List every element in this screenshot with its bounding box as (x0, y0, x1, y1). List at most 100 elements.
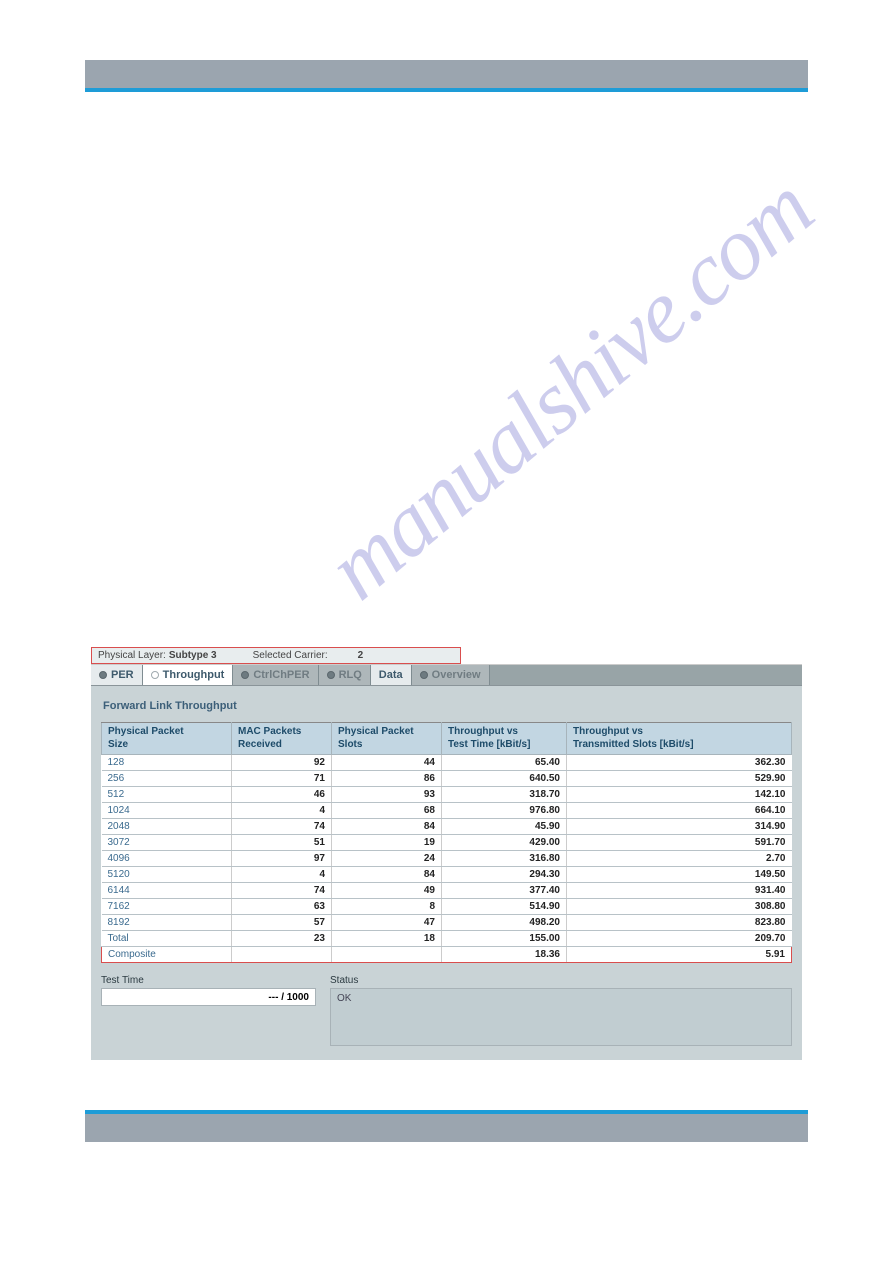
cell-slots: 18 (332, 931, 442, 947)
cell-mac: 4 (232, 803, 332, 819)
radio-icon (420, 671, 428, 679)
cell-slots: 24 (332, 851, 442, 867)
cell-t2: 149.50 (567, 867, 792, 883)
cell-slots: 84 (332, 819, 442, 835)
table-row: 5120484294.30149.50 (102, 867, 792, 883)
cell-t1: 45.90 (442, 819, 567, 835)
table-row: Total2318155.00209.70 (102, 931, 792, 947)
table-row: 5124693318.70142.10 (102, 787, 792, 803)
col-header-slots: Physical PacketSlots (332, 723, 442, 755)
cell-slots: 49 (332, 883, 442, 899)
cell-size: 7162 (102, 899, 232, 915)
radio-icon (99, 671, 107, 679)
cell-size: 2048 (102, 819, 232, 835)
table-row: 1024468976.80664.10 (102, 803, 792, 819)
tab-strip: PER Throughput CtrlChPER RLQ Data Overvi… (91, 664, 802, 686)
status-label: Status (330, 975, 792, 986)
throughput-panel: manualshive.com Physical Layer: Subtype … (91, 647, 802, 1060)
tab-label: Throughput (163, 669, 225, 681)
page-header-gray-bar (85, 60, 808, 88)
tab-rlq[interactable]: RLQ (319, 665, 371, 685)
table-row: 2567186640.50529.90 (102, 771, 792, 787)
table-row: 40969724316.802.70 (102, 851, 792, 867)
test-time-label: Test Time (101, 975, 316, 986)
cell-t2: 308.80 (567, 899, 792, 915)
table-row: 30725119429.00591.70 (102, 835, 792, 851)
composite-t2: 5.91 (567, 947, 792, 963)
cell-mac: 63 (232, 899, 332, 915)
tab-data[interactable]: Data (371, 665, 412, 685)
tab-ctrlchper[interactable]: CtrlChPER (233, 665, 318, 685)
cell-t2: 362.30 (567, 755, 792, 771)
cell-mac: 97 (232, 851, 332, 867)
cell-size: 8192 (102, 915, 232, 931)
composite-mac (232, 947, 332, 963)
cell-mac: 92 (232, 755, 332, 771)
cell-t1: 155.00 (442, 931, 567, 947)
selected-carrier-value: 2 (358, 650, 364, 661)
cell-slots: 19 (332, 835, 442, 851)
cell-mac: 74 (232, 819, 332, 835)
radio-icon (327, 671, 335, 679)
cell-mac: 23 (232, 931, 332, 947)
cell-t2: 591.70 (567, 835, 792, 851)
radio-icon (241, 671, 249, 679)
cell-mac: 46 (232, 787, 332, 803)
composite-label: Composite (102, 947, 232, 963)
page-footer-gray-bar (85, 1114, 808, 1142)
col-header-mac: MAC PacketsReceived (232, 723, 332, 755)
composite-row: Composite 18.36 5.91 (102, 947, 792, 963)
throughput-table: Physical PacketSize MAC PacketsReceived … (101, 722, 792, 963)
cell-t1: 498.20 (442, 915, 567, 931)
cell-t2: 209.70 (567, 931, 792, 947)
cell-slots: 93 (332, 787, 442, 803)
cell-t1: 316.80 (442, 851, 567, 867)
cell-t2: 314.90 (567, 819, 792, 835)
cell-t2: 142.10 (567, 787, 792, 803)
tab-label: Overview (432, 669, 481, 681)
composite-t1: 18.36 (442, 947, 567, 963)
cell-slots: 47 (332, 915, 442, 931)
cell-t1: 640.50 (442, 771, 567, 787)
cell-t1: 514.90 (442, 899, 567, 915)
section-title: Forward Link Throughput (101, 696, 792, 722)
table-row: 7162638514.90308.80 (102, 899, 792, 915)
cell-mac: 71 (232, 771, 332, 787)
tab-per[interactable]: PER (91, 665, 143, 685)
cell-slots: 84 (332, 867, 442, 883)
tab-label: PER (111, 669, 134, 681)
panel-body: Forward Link Throughput Physical PacketS… (91, 686, 802, 1060)
tab-overview[interactable]: Overview (412, 665, 490, 685)
status-row: Test Time --- / 1000 Status OK (101, 975, 792, 1046)
status-field: OK (330, 988, 792, 1046)
cell-t2: 2.70 (567, 851, 792, 867)
physical-layer-label: Physical Layer: (98, 650, 166, 661)
cell-t1: 318.70 (442, 787, 567, 803)
cell-size: 4096 (102, 851, 232, 867)
cell-size: 256 (102, 771, 232, 787)
cell-t1: 976.80 (442, 803, 567, 819)
cell-slots: 8 (332, 899, 442, 915)
test-time-field[interactable]: --- / 1000 (101, 988, 316, 1006)
cell-t2: 664.10 (567, 803, 792, 819)
cell-slots: 86 (332, 771, 442, 787)
cell-size: 6144 (102, 883, 232, 899)
cell-size: 3072 (102, 835, 232, 851)
cell-size: 1024 (102, 803, 232, 819)
cell-t1: 429.00 (442, 835, 567, 851)
cell-mac: 51 (232, 835, 332, 851)
cell-t1: 294.30 (442, 867, 567, 883)
table-row: 2048748445.90314.90 (102, 819, 792, 835)
cell-mac: 57 (232, 915, 332, 931)
physical-layer-value: Subtype 3 (169, 650, 217, 661)
cell-slots: 68 (332, 803, 442, 819)
selected-carrier-label: Selected Carrier: (253, 650, 328, 661)
tab-label: RLQ (339, 669, 362, 681)
cell-slots: 44 (332, 755, 442, 771)
tab-throughput[interactable]: Throughput (143, 665, 234, 685)
cell-size: Total (102, 931, 232, 947)
cell-t2: 529.90 (567, 771, 792, 787)
table-row: 81925747498.20823.80 (102, 915, 792, 931)
cell-t1: 65.40 (442, 755, 567, 771)
table-row: 61447449377.40931.40 (102, 883, 792, 899)
